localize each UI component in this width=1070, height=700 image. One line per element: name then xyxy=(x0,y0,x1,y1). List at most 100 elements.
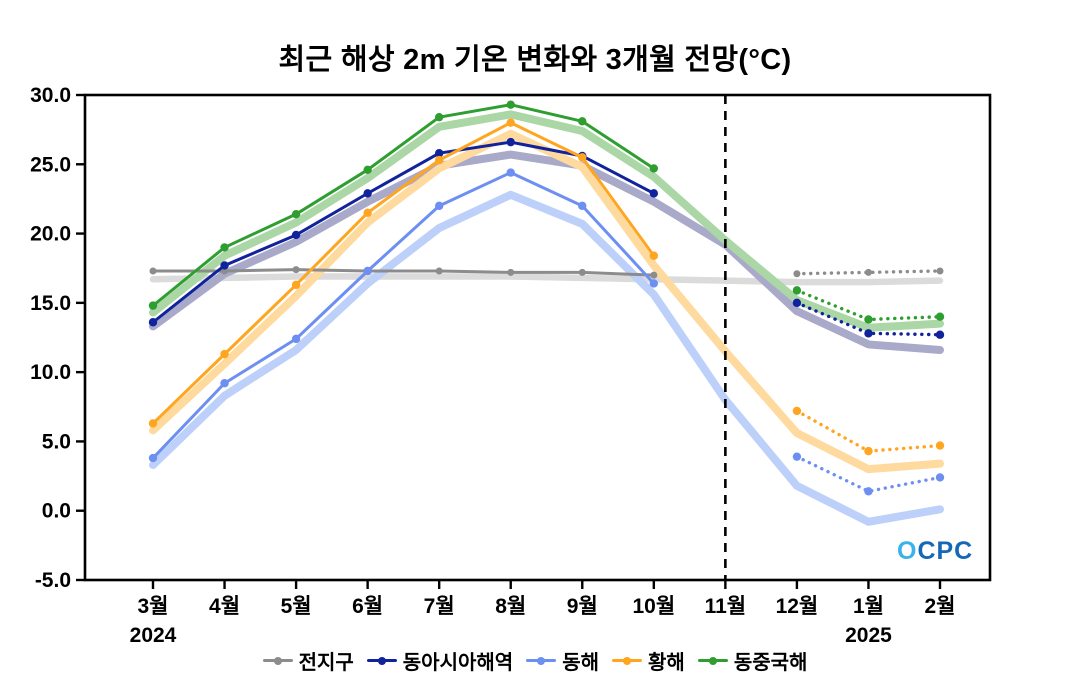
climatology-band-east-sea xyxy=(149,190,944,526)
data-point-yellow-sea xyxy=(220,349,229,359)
y-axis-tick-label: 5.0 xyxy=(42,430,71,453)
y-axis-tick-label: 15.0 xyxy=(30,292,71,315)
data-point-east-china-sea xyxy=(220,243,229,252)
data-point-yellow-sea xyxy=(506,118,515,127)
legend-label-east-china-sea: 동중국해 xyxy=(733,652,808,674)
forecast-line-east-sea xyxy=(795,454,942,494)
climatology-band-global xyxy=(149,273,944,286)
y-axis-tick-label: 10.0 xyxy=(30,361,71,384)
legend-item-east-asia-seas: 동아시아해역 xyxy=(366,646,514,675)
forecast-line-east-asia-seas xyxy=(795,301,942,337)
data-point-yellow-sea xyxy=(578,153,587,162)
data-point-global xyxy=(292,266,300,274)
forecast-point-east-asia-seas xyxy=(792,298,802,308)
forecast-point-yellow-sea xyxy=(792,406,802,416)
legend-label-yellow-sea: 황해 xyxy=(648,652,685,674)
x-axis-tick-label: 2월 xyxy=(925,595,956,618)
observed-line-east-china-sea xyxy=(152,103,655,307)
y-axis-tick-label: 20.0 xyxy=(30,223,71,246)
data-point-east-china-sea xyxy=(649,164,659,173)
plot-border xyxy=(83,93,992,582)
forecast-point-global xyxy=(936,267,944,275)
data-point-east-asia-seas xyxy=(363,189,372,198)
observed-line-east-sea xyxy=(151,171,655,460)
legend-item-east-sea: 동해 xyxy=(526,646,599,675)
legend-marker-east-china-sea xyxy=(697,654,728,667)
legend-item-yellow-sea: 황해 xyxy=(612,646,685,675)
forecast-point-east-asia-seas xyxy=(935,330,945,339)
x-axis-tick-label: 7월 xyxy=(424,595,455,618)
data-point-east-asia-seas xyxy=(649,189,659,198)
data-point-east-sea xyxy=(649,279,659,288)
data-point-east-china-sea xyxy=(148,301,158,310)
data-point-east-china-sea xyxy=(291,209,301,219)
data-point-east-sea xyxy=(148,453,158,463)
ocpc-logo-cpc: CPC xyxy=(917,537,974,565)
x-axis-tick-label: 8월 xyxy=(495,595,526,618)
chart-title: 최근 해상 2m 기온 변화와 3개월 전망(°C) xyxy=(278,44,792,76)
data-point-east-china-sea xyxy=(578,117,587,126)
x-axis-tick-label: 5월 xyxy=(281,595,312,618)
x-axis-tick-label: 12월 xyxy=(776,595,819,618)
observed-line-yellow-sea xyxy=(151,121,656,425)
data-point-east-china-sea xyxy=(363,165,372,175)
chart-legend: 전지구 동아시아해역 동해 황해 동중국해 xyxy=(0,646,1070,675)
data-point-global xyxy=(650,271,658,279)
legend-label-east-sea: 동해 xyxy=(562,652,599,674)
forecast-point-east-sea xyxy=(935,473,945,482)
forecast-point-east-sea xyxy=(792,452,802,461)
data-point-east-asia-seas xyxy=(220,261,229,270)
x-axis-tick-label: 3월 xyxy=(138,595,169,618)
y-axis-tick-label: -5.0 xyxy=(35,569,71,592)
data-point-global xyxy=(435,267,443,275)
data-point-east-china-sea xyxy=(506,100,515,109)
year-label: 2025 xyxy=(845,624,892,647)
climatology-band-east-china-sea xyxy=(149,110,944,332)
forecast-point-east-china-sea xyxy=(792,286,802,295)
data-point-yellow-sea xyxy=(434,155,444,165)
forecast-point-global xyxy=(864,268,872,276)
forecast-point-yellow-sea xyxy=(935,441,945,450)
x-axis-tick-label: 4월 xyxy=(209,595,240,618)
forecast-point-east-sea xyxy=(864,487,873,496)
y-axis-tick-label: 0.0 xyxy=(42,500,71,523)
forecast-point-east-china-sea xyxy=(864,315,873,324)
data-point-yellow-sea xyxy=(649,251,659,260)
x-axis-tick-label: 6월 xyxy=(352,595,383,618)
x-axis-tick-label: 10월 xyxy=(632,595,675,618)
data-point-east-china-sea xyxy=(434,112,444,122)
data-point-yellow-sea xyxy=(291,280,301,290)
data-point-global xyxy=(507,268,515,276)
climatology-band-east-asia-seas xyxy=(149,150,944,354)
data-point-east-sea xyxy=(291,334,301,344)
y-axis-tick-label: 30.0 xyxy=(30,84,71,107)
legend-item-global: 전지구 xyxy=(262,646,354,675)
legend-item-east-china-sea: 동중국해 xyxy=(697,646,808,675)
data-point-yellow-sea xyxy=(363,208,372,217)
x-axis-tick-label: 11월 xyxy=(705,595,747,618)
data-point-east-sea xyxy=(434,201,444,211)
observed-line-global xyxy=(153,268,654,277)
data-point-east-asia-seas xyxy=(506,137,515,147)
forecast-point-east-asia-seas xyxy=(864,329,873,338)
data-point-east-sea xyxy=(220,379,229,388)
data-point-east-sea xyxy=(578,201,587,211)
legend-label-east-asia-seas: 동아시아해역 xyxy=(402,652,514,674)
data-point-east-sea xyxy=(506,168,515,177)
data-point-yellow-sea xyxy=(148,419,158,428)
data-point-east-asia-seas xyxy=(148,318,158,327)
x-axis-tick-label: 1월 xyxy=(853,595,884,618)
legend-marker-east-sea xyxy=(526,654,557,667)
data-point-global xyxy=(149,267,157,275)
year-label: 2024 xyxy=(130,624,177,647)
y-axis-tick-label: 25.0 xyxy=(30,153,71,176)
observed-line-east-asia-seas xyxy=(152,140,655,324)
legend-marker-global xyxy=(262,654,293,667)
data-point-east-asia-seas xyxy=(291,230,301,240)
forecast-point-east-china-sea xyxy=(935,312,945,321)
forecast-point-global xyxy=(793,270,801,278)
data-point-east-sea xyxy=(363,266,372,276)
ocpc-logo: OCPC xyxy=(897,537,973,566)
x-axis-tick-label: 9월 xyxy=(567,595,598,618)
